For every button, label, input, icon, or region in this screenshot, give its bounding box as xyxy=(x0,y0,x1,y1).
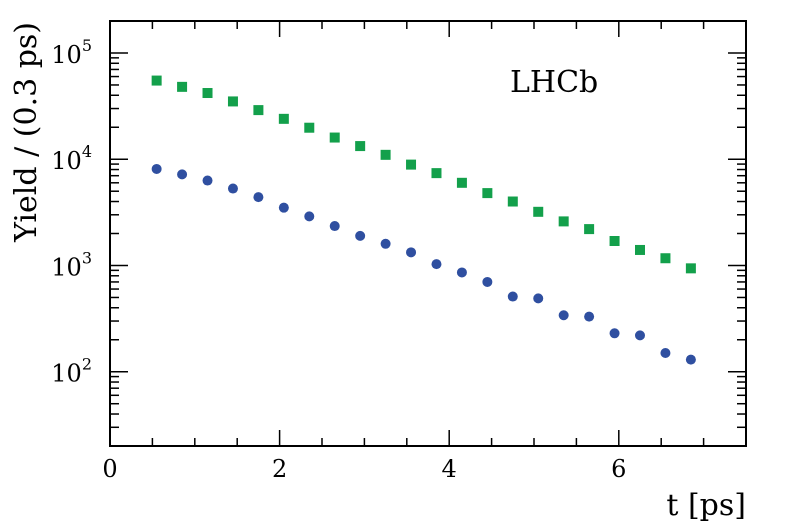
data-point-circle xyxy=(431,259,442,270)
data-point-square xyxy=(329,132,340,143)
data-point-circle xyxy=(202,175,213,186)
data-point-square xyxy=(304,122,315,133)
data-point-square xyxy=(431,168,442,179)
x-tick-label: 4 xyxy=(442,455,457,483)
x-tick-label: 0 xyxy=(102,455,117,483)
data-point-square xyxy=(635,244,645,255)
data-point-square xyxy=(177,81,188,92)
data-point-circle xyxy=(227,183,238,194)
data-point-circle xyxy=(380,238,391,249)
plot-frame xyxy=(109,20,747,447)
data-point-circle xyxy=(482,276,493,287)
data-point-square xyxy=(660,253,671,264)
data-point-square xyxy=(406,159,417,170)
data-point-circle xyxy=(278,202,289,213)
data-point-square xyxy=(380,149,391,160)
data-point-circle xyxy=(151,163,162,174)
data-point-square xyxy=(533,206,544,217)
y-tick-label: 103 xyxy=(51,248,92,281)
data-point-square xyxy=(507,196,518,207)
x-tick-label: 2 xyxy=(272,455,287,483)
data-point-circle xyxy=(355,230,366,241)
data-point-square xyxy=(482,188,493,199)
series-circle xyxy=(151,163,696,365)
data-point-circle xyxy=(456,267,467,278)
y-tick-label: 105 xyxy=(51,36,92,69)
data-point-square xyxy=(584,224,595,235)
x-axis-title: t [ps] xyxy=(666,488,746,523)
data-point-square xyxy=(151,75,162,86)
x-axis-ticks: 0 2 4 6 xyxy=(102,21,747,483)
data-point-circle xyxy=(329,221,340,232)
data-point-circle xyxy=(507,291,518,302)
data-point-square xyxy=(355,141,366,152)
y-axis-ticks: 102 103 104 105 xyxy=(51,20,746,447)
data-point-circle xyxy=(177,169,188,180)
data-point-circle xyxy=(660,348,671,359)
data-point-circle xyxy=(558,310,569,321)
data-point-circle xyxy=(635,330,645,341)
data-point-square xyxy=(558,216,569,227)
data-point-square xyxy=(609,235,620,246)
y-tick-label: 104 xyxy=(51,142,92,175)
data-point-square xyxy=(685,263,696,274)
data-point-square xyxy=(278,113,289,124)
data-point-circle xyxy=(584,311,595,322)
y-axis-title: Yield / (0.3 ps) xyxy=(9,22,44,243)
data-point-circle xyxy=(406,247,417,258)
data-series xyxy=(151,75,696,365)
x-tick-label: 6 xyxy=(611,455,626,483)
data-point-square xyxy=(202,88,213,99)
data-point-square xyxy=(253,105,264,116)
series-square xyxy=(151,75,696,274)
data-point-circle xyxy=(685,354,696,365)
lhcb-label: LHCb xyxy=(510,65,598,100)
data-point-circle xyxy=(609,328,620,339)
data-point-circle xyxy=(304,211,315,222)
y-tick-label: 102 xyxy=(51,355,92,388)
data-point-circle xyxy=(253,192,264,203)
data-point-square xyxy=(456,177,467,188)
data-point-square xyxy=(227,96,238,107)
data-point-circle xyxy=(533,293,544,304)
